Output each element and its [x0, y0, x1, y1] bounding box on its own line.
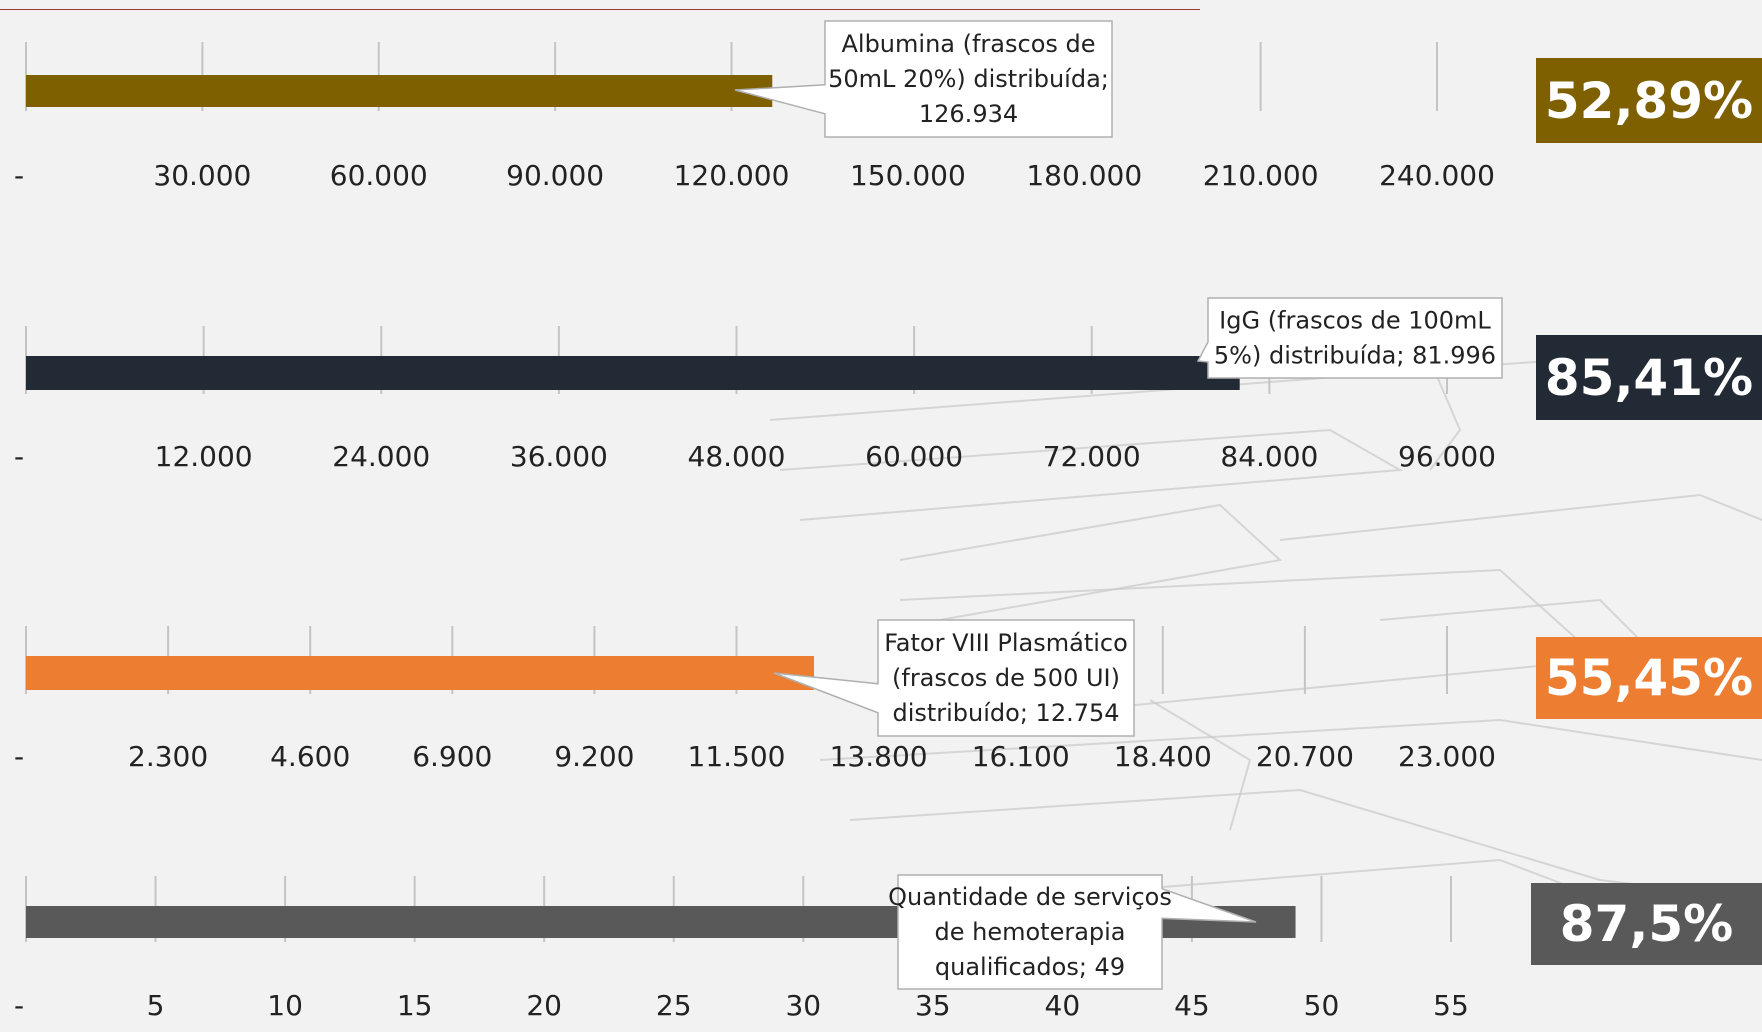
callout-box	[897, 874, 1257, 990]
data-label-callout: Quantidade de serviços de hemoterapia qual…	[888, 874, 1257, 990]
bar	[26, 656, 814, 690]
tick-label: 45	[1174, 989, 1210, 1022]
tick-label: 210.000	[1203, 159, 1319, 192]
callout-line: Albumina (frascos de	[841, 30, 1095, 58]
tick-label: 4.600	[270, 740, 350, 773]
tick-label: 6.900	[412, 740, 492, 773]
tick-label: 20	[526, 989, 562, 1022]
tick-label: 55	[1433, 989, 1469, 1022]
chart-1: - 30.000 60.000 90.000 120.000 150.000 180.000…	[14, 20, 1495, 192]
tick-label: 50	[1304, 989, 1340, 1022]
callout-line: distribuído; 12.754	[892, 699, 1119, 727]
callout-line: 126.934	[919, 100, 1018, 128]
tick-label: 24.000	[332, 440, 430, 473]
tick-label: 10	[267, 989, 303, 1022]
callout-line: Fator VIII Plasmático	[884, 629, 1128, 657]
tick-label: 40	[1045, 989, 1081, 1022]
tick-label: 12.000	[155, 440, 253, 473]
tick-label: 2.300	[128, 740, 208, 773]
tick-label: 18.400	[1114, 740, 1212, 773]
tick-label: -	[14, 159, 24, 192]
tick-label: 11.500	[688, 740, 786, 773]
tick-label: 30.000	[153, 159, 251, 192]
tick-label: 23.000	[1398, 740, 1496, 773]
tick-label: 25	[656, 989, 692, 1022]
tick-label: 48.000	[688, 440, 786, 473]
percent-badge: 55,45%	[1536, 637, 1762, 719]
callout-line: (frascos de 500 UI)	[892, 664, 1120, 692]
callout-box	[773, 619, 1135, 737]
tick-label: 35	[915, 989, 951, 1022]
callout-line: 50mL 20%) distribuída;	[828, 65, 1109, 93]
percent-badge: 87,5%	[1531, 883, 1762, 965]
tick-label: 72.000	[1043, 440, 1141, 473]
tick-label: 150.000	[850, 159, 966, 192]
callout-line: de hemoterapia	[934, 918, 1125, 946]
tick-label: 96.000	[1398, 440, 1496, 473]
percent-badge: 85,41%	[1536, 335, 1762, 420]
percent-badge: 52,89%	[1536, 58, 1762, 143]
tick-label: 9.200	[554, 740, 634, 773]
tick-label: 30	[785, 989, 821, 1022]
top-rule	[0, 9, 1200, 10]
data-label-callout: IgG (frascos de 100mL 5%) distribuída; 81…	[1196, 297, 1503, 379]
tick-label: 36.000	[510, 440, 608, 473]
tick-label: 60.000	[865, 440, 963, 473]
tick-label: -	[14, 989, 24, 1022]
tick-label: 180.000	[1026, 159, 1142, 192]
chart-4: - 5 10 15 20 25 30 35 40 45 50 55 Quantidade de serv…	[14, 874, 1469, 1022]
tick-label: 13.800	[830, 740, 928, 773]
bar	[26, 356, 1240, 390]
tick-label: 16.100	[972, 740, 1070, 773]
tick-label: -	[14, 440, 24, 473]
chart-3: - 2.300 4.600 6.900 9.200 11.500 13.800 16.100 1…	[14, 619, 1496, 773]
data-label-callout: Albumina (frascos de 50mL 20%) distribuíd…	[734, 20, 1113, 138]
chart-2: - 12.000 24.000 36.000 48.000 60.000 72.000 84.…	[14, 297, 1503, 473]
callout-line: qualificados; 49	[935, 953, 1125, 981]
tick-label: 20.700	[1256, 740, 1354, 773]
callout-box	[1196, 297, 1503, 379]
data-label-callout: Fator VIII Plasmático (frascos de 500 UI)…	[773, 619, 1135, 737]
tick-label: 5	[147, 989, 165, 1022]
callout-box	[734, 20, 1113, 138]
tick-label: -	[14, 740, 24, 773]
tick-label: 240.000	[1379, 159, 1495, 192]
tick-label: 60.000	[330, 159, 428, 192]
bar	[26, 75, 773, 107]
callout-line: 5%) distribuída; 81.996	[1214, 342, 1496, 370]
callout-line: IgG (frascos de 100mL	[1219, 307, 1491, 335]
tick-label: 15	[397, 989, 433, 1022]
tick-label: 84.000	[1220, 440, 1318, 473]
callout-line: Quantidade de serviços	[888, 883, 1172, 911]
tick-label: 90.000	[506, 159, 604, 192]
tick-label: 120.000	[674, 159, 790, 192]
